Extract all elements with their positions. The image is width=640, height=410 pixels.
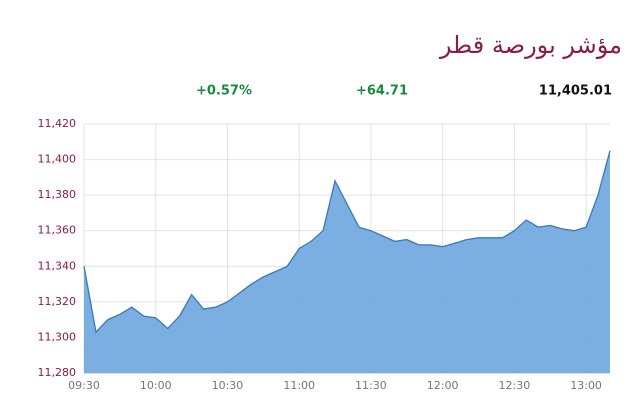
y-tick-label: 11,420 [38,117,77,130]
x-tick-label: 09:30 [68,379,100,392]
y-tick-label: 11,340 [38,259,77,272]
y-tick-label: 11,280 [38,366,77,379]
x-tick-label: 11:30 [355,379,387,392]
line [83,150,611,334]
stat-value: +64.71 [356,84,408,99]
y-tick-label: 11,300 [38,330,77,343]
x-tick-label: 13:00 [570,379,602,392]
stat-value: +0.57% [196,84,252,99]
y-tick-label: 11,360 [38,224,77,237]
x-tick-label: 12:30 [499,379,531,392]
y-tick-label: 11,320 [38,295,77,308]
x-tick-label: 10:30 [212,379,244,392]
chart-title: مؤشر بورصة قطر [439,31,622,59]
y-tick-label: 11,400 [38,153,77,166]
stat-value: 11,405.01 [539,84,612,99]
y-tick-label: 11,380 [38,188,77,201]
x-tick-label: 11:00 [283,379,315,392]
area [84,150,610,373]
x-tick-label: 12:00 [427,379,459,392]
x-tick-label: 10:00 [140,379,172,392]
